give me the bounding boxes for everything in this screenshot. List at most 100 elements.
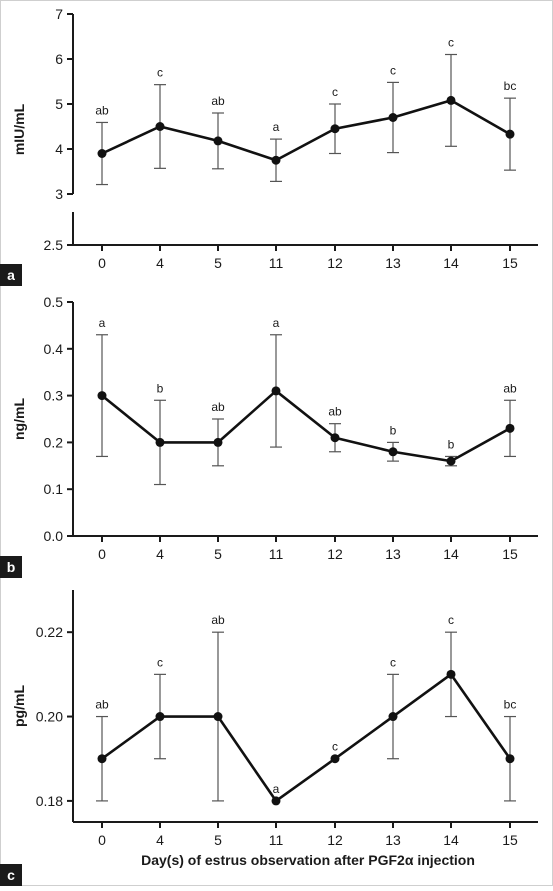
y-tick-label: 0.2 — [44, 434, 64, 450]
panel-label-box — [0, 264, 22, 286]
data-point — [97, 391, 107, 401]
significance-label: b — [448, 437, 455, 451]
x-tick-label: 13 — [385, 832, 401, 848]
data-point — [505, 423, 515, 433]
significance-label: a — [273, 782, 280, 796]
data-point — [330, 124, 340, 134]
chart-panel-b: 0.00.10.20.30.40.50 4 5 11 12 13 14 15ng/mLabab… — [0, 294, 538, 578]
x-tick-label: 11 — [269, 255, 284, 271]
significance-label: c — [332, 85, 338, 99]
significance-label: ab — [503, 381, 517, 395]
y-axis-title: ng/mL — [11, 398, 27, 440]
x-tick-label: 15 — [502, 546, 518, 562]
x-tick-label: 12 — [327, 546, 343, 562]
significance-label: c — [157, 655, 163, 669]
y-tick-label: 0.5 — [44, 294, 64, 310]
x-tick-label: 15 — [502, 255, 518, 271]
x-tick-label: 0 — [98, 255, 106, 271]
y-tick-label: 5 — [55, 96, 63, 112]
x-tick-label: 13 — [385, 255, 401, 271]
significance-label: a — [99, 316, 106, 330]
x-tick-label: 11 — [269, 546, 284, 562]
x-tick-label: 13 — [385, 546, 401, 562]
x-axis-title: Day(s) of estrus observation after PGF2α… — [141, 852, 475, 868]
y-tick-label: 6 — [55, 51, 63, 67]
data-point — [505, 129, 515, 139]
significance-label: b — [157, 381, 164, 395]
y-tick-label: 7 — [55, 6, 63, 22]
data-point — [271, 386, 281, 396]
x-tick-label: 5 — [214, 832, 222, 848]
x-tick-label: 5 — [214, 546, 222, 562]
data-point — [330, 433, 340, 443]
data-point — [271, 796, 281, 806]
panel-label-box — [0, 556, 22, 578]
data-point — [213, 437, 223, 447]
data-point — [271, 155, 281, 165]
x-tick-label: 4 — [156, 832, 164, 848]
data-point — [388, 712, 398, 722]
data-point — [388, 113, 398, 122]
significance-label: ab — [211, 613, 225, 627]
x-tick-label: 15 — [502, 832, 518, 848]
data-point — [505, 754, 515, 764]
significance-label: ab — [211, 94, 225, 108]
x-tick-label: 12 — [327, 832, 343, 848]
data-point — [446, 95, 456, 105]
significance-label: c — [157, 66, 163, 80]
significance-label: ab — [211, 400, 225, 414]
y-tick-label: 0.0 — [44, 528, 64, 544]
x-tick-label: 11 — [269, 832, 284, 848]
y-tick-label: 0.18 — [36, 793, 63, 809]
y-tick-label: 2.5 — [44, 237, 64, 253]
significance-label: ab — [95, 698, 109, 712]
x-tick-label: 14 — [443, 832, 459, 848]
x-tick-label: 4 — [156, 546, 164, 562]
x-tick-label: 0 — [98, 546, 106, 562]
significance-label: ab — [95, 103, 109, 117]
x-tick-label: 0 — [98, 832, 106, 848]
significance-label: ab — [328, 405, 342, 419]
y-tick-label: 0.20 — [36, 709, 63, 725]
x-tick-label: 14 — [443, 255, 459, 271]
data-point — [97, 754, 107, 764]
data-point — [155, 712, 165, 722]
data-point — [155, 122, 165, 131]
significance-label: c — [390, 63, 396, 77]
data-point — [97, 149, 107, 158]
y-tick-label: 3 — [55, 186, 63, 202]
data-point — [213, 136, 223, 146]
x-tick-label: 12 — [327, 255, 343, 271]
significance-label: c — [448, 36, 454, 50]
chart-panel-a: 2.5 3 4 5 6 7 0 4 5 11 12 13 14 15 mIU/mL ab c ab a c c c bc a — [0, 6, 538, 286]
significance-label: bc — [504, 79, 517, 93]
panel-label: b — [7, 559, 16, 575]
x-tick-label: 5 — [214, 255, 222, 271]
chart-panel-c: 0.18 0.20 0.22 0 4 5 11 12 13 14 15 pg/mL ab c ab a c c c b… — [0, 590, 538, 886]
significance-label: b — [390, 423, 397, 437]
y-axis-title: pg/mL — [11, 685, 27, 727]
significance-label: c — [448, 613, 454, 627]
significance-label: a — [273, 316, 280, 330]
panel-label: a — [7, 267, 15, 283]
significance-label: a — [273, 120, 280, 134]
panel-label: c — [7, 867, 15, 883]
data-point — [330, 754, 340, 764]
y-tick-label: 0.4 — [44, 341, 64, 357]
significance-label: c — [390, 655, 396, 669]
series-line — [101, 389, 511, 463]
y-tick-label: 0.3 — [44, 388, 64, 404]
significance-label: c — [332, 740, 338, 754]
data-point — [446, 669, 456, 679]
significance-label: bc — [504, 698, 517, 712]
data-point — [155, 437, 165, 447]
data-point — [213, 712, 223, 722]
y-tick-label: 0.1 — [44, 481, 64, 497]
data-point — [388, 447, 398, 457]
series-line — [101, 673, 512, 803]
x-tick-label: 4 — [156, 255, 164, 271]
x-tick-label: 14 — [443, 546, 459, 562]
data-point — [446, 456, 456, 466]
